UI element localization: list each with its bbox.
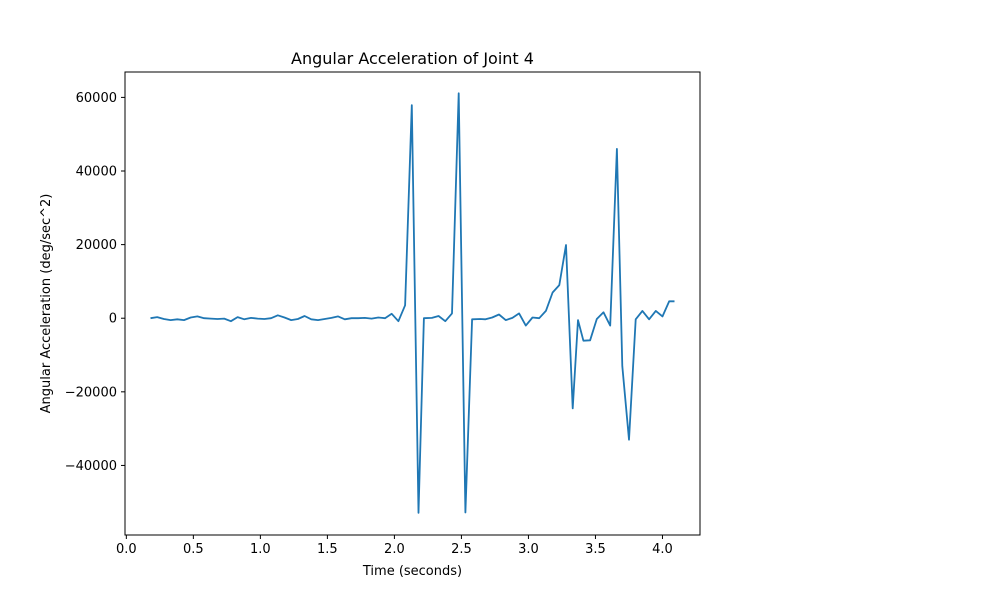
x-tick-label: 2.5	[451, 542, 472, 557]
x-tick-label: 1.5	[317, 542, 338, 557]
x-tick-label: 4.0	[652, 542, 673, 557]
chart-title: Angular Acceleration of Joint 4	[291, 49, 534, 68]
x-tick-label: 1.0	[250, 542, 271, 557]
x-tick-label: 0.0	[116, 542, 137, 557]
x-axis: 0.0 0.5 1.0 1.5 2.0 2.5 3.0 3.5 4.0	[116, 535, 673, 557]
x-tick-label: 2.0	[384, 542, 405, 557]
y-tick-label: −20000	[65, 385, 117, 400]
x-tick-label: 3.0	[518, 542, 539, 557]
series-line	[150, 92, 675, 514]
axes-frame	[124, 71, 701, 536]
x-axis-label: Time (seconds)	[362, 564, 462, 579]
plot-area	[150, 92, 675, 514]
x-tick-label: 0.5	[183, 542, 204, 557]
y-axis: −40000 −20000 0 20000 40000 60000	[65, 91, 125, 474]
y-tick-label: 40000	[76, 165, 117, 180]
y-tick-label: −40000	[65, 459, 117, 474]
y-tick-label: 20000	[76, 238, 117, 253]
y-axis-label: Angular Acceleration (deg/sec^2)	[39, 194, 54, 414]
y-tick-label: 0	[109, 312, 117, 327]
x-tick-label: 3.5	[585, 542, 606, 557]
y-tick-label: 60000	[76, 91, 117, 106]
